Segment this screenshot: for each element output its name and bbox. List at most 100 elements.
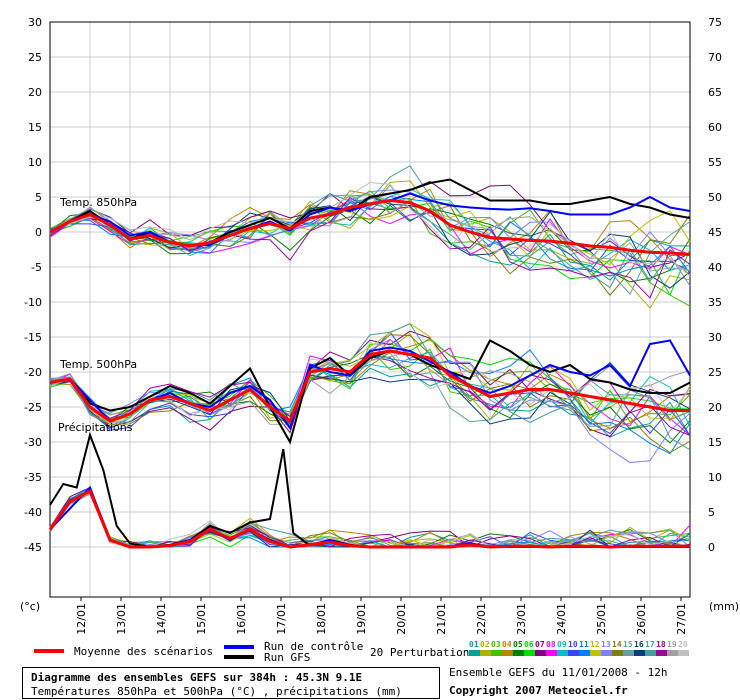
perturbation-swatch <box>634 650 645 656</box>
right-tick-label: 60 <box>708 121 722 134</box>
perturbation-swatch <box>469 650 480 656</box>
label-precip: Précipitations <box>58 421 133 434</box>
perturbation-line <box>49 165 690 289</box>
date-label: 18/01 <box>315 603 328 635</box>
left-axis-ticks: 30 25 20 15 10 5 0 -5 -10 -15 -20 -25 -30 -35 -40 -45 <box>24 16 42 554</box>
perturbation-number: 06 <box>524 640 534 649</box>
perturbation-swatch <box>568 650 579 656</box>
date-ticks: 12/01 13/01 14/01 15/01 16/01 17/01 18/01 19/01… <box>75 597 688 635</box>
right-tick-label: 20 <box>708 401 722 414</box>
legend-gfs-swatch <box>224 655 254 659</box>
perturbation-number: 09 <box>557 640 567 649</box>
left-tick-label: -30 <box>24 436 42 449</box>
info-box: Diagramme des ensembles GEFS sur 384h : … <box>22 667 440 699</box>
left-tick-label: -45 <box>24 541 42 554</box>
date-label: 13/01 <box>115 603 128 635</box>
date-label: 27/01 <box>675 603 688 635</box>
left-tick-label: -10 <box>24 296 42 309</box>
left-tick-label: 10 <box>28 156 42 169</box>
right-tick-label: 0 <box>708 541 715 554</box>
date-label: 19/01 <box>355 603 368 635</box>
left-tick-label: 0 <box>35 226 42 239</box>
perturbation-swatch <box>645 650 656 656</box>
perturbation-swatch <box>557 650 568 656</box>
main-series <box>48 178 691 549</box>
perturbation-line <box>49 200 691 297</box>
perturbation-number: 10 <box>568 640 578 649</box>
label-t850: Temp. 850hPa <box>59 196 137 209</box>
perturbation-swatch <box>502 650 513 656</box>
left-tick-label: -5 <box>31 261 42 274</box>
chart-subtitle: Températures 850hPa et 500hPa (°C) , pré… <box>31 685 402 698</box>
right-tick-label: 45 <box>708 226 722 239</box>
right-axis-unit: (mm) <box>709 600 739 613</box>
perturbation-number: 20 <box>678 640 688 649</box>
legend-gfs-label: Run GFS <box>264 651 311 664</box>
chart-title: Diagramme des ensembles GEFS sur 384h : … <box>31 671 363 684</box>
left-tick-label: -25 <box>24 401 42 414</box>
plot-frame <box>49 21 691 598</box>
perturbation-number: 05 <box>513 640 523 649</box>
perturbation-line <box>49 355 691 437</box>
left-axis-unit: (°c) <box>20 600 40 613</box>
perturbation-swatch <box>579 650 590 656</box>
perturbation-swatch <box>524 650 535 656</box>
perturbation-swatch <box>678 650 689 656</box>
right-tick-label: 15 <box>708 436 722 449</box>
perturbation-number: 12 <box>590 640 600 649</box>
right-tick-label: 55 <box>708 156 722 169</box>
perturbation-swatch <box>535 650 546 656</box>
perturbation-number: 16 <box>634 640 644 649</box>
right-tick-label: 70 <box>708 51 722 64</box>
left-tick-label: 15 <box>28 121 42 134</box>
perturbation-line <box>49 205 691 266</box>
legend-mean-label: Moyenne des scénarios <box>74 645 214 658</box>
perturbation-number: 14 <box>612 640 622 649</box>
label-t500: Temp. 500hPa <box>59 358 137 371</box>
right-tick-label: 5 <box>708 506 715 519</box>
copyright: Copyright 2007 Meteociel.fr <box>449 684 628 697</box>
left-tick-label: -40 <box>24 506 42 519</box>
perturbation-number: 17 <box>645 640 655 649</box>
left-tick-label: 25 <box>28 51 42 64</box>
left-tick-label: 30 <box>28 16 42 29</box>
t850-mean-line <box>49 198 691 256</box>
perturbation-number: 07 <box>535 640 545 649</box>
right-tick-label: 40 <box>708 261 722 274</box>
left-tick-label: -20 <box>24 366 42 379</box>
perturbation-swatch <box>656 650 667 656</box>
perturbation-swatch <box>546 650 557 656</box>
perturbation-number: 18 <box>656 640 666 649</box>
perturbation-swatch <box>590 650 601 656</box>
perturbation-number: 15 <box>623 640 633 649</box>
perturbation-line <box>49 323 691 451</box>
perturbation-swatch <box>480 650 491 656</box>
left-tick-label: 20 <box>28 86 42 99</box>
date-label: 16/01 <box>235 603 248 635</box>
right-tick-label: 65 <box>708 86 722 99</box>
t500-mean-line <box>49 349 690 424</box>
right-tick-label: 30 <box>708 331 722 344</box>
date-label: 26/01 <box>635 603 648 635</box>
perturbation-number: 11 <box>579 640 589 649</box>
perturbation-swatch <box>667 650 678 656</box>
date-label: 15/01 <box>195 603 208 635</box>
perturbation-line <box>49 351 691 429</box>
perturbation-line <box>49 180 691 268</box>
perturbation-number: 01 <box>469 640 479 649</box>
precip-mean-line <box>48 488 690 549</box>
perturbation-number: 19 <box>667 640 677 649</box>
right-tick-label: 35 <box>708 296 722 309</box>
perturbation-line <box>49 188 691 272</box>
perturbation-number: 02 <box>480 640 490 649</box>
left-tick-label: -15 <box>24 331 42 344</box>
right-tick-label: 75 <box>708 16 722 29</box>
perturbation-swatch <box>513 650 524 656</box>
grid <box>49 21 691 598</box>
perturbation-swatch <box>601 650 612 656</box>
date-label: 22/01 <box>475 603 488 635</box>
date-label: 17/01 <box>275 603 288 635</box>
date-label: 24/01 <box>555 603 568 635</box>
